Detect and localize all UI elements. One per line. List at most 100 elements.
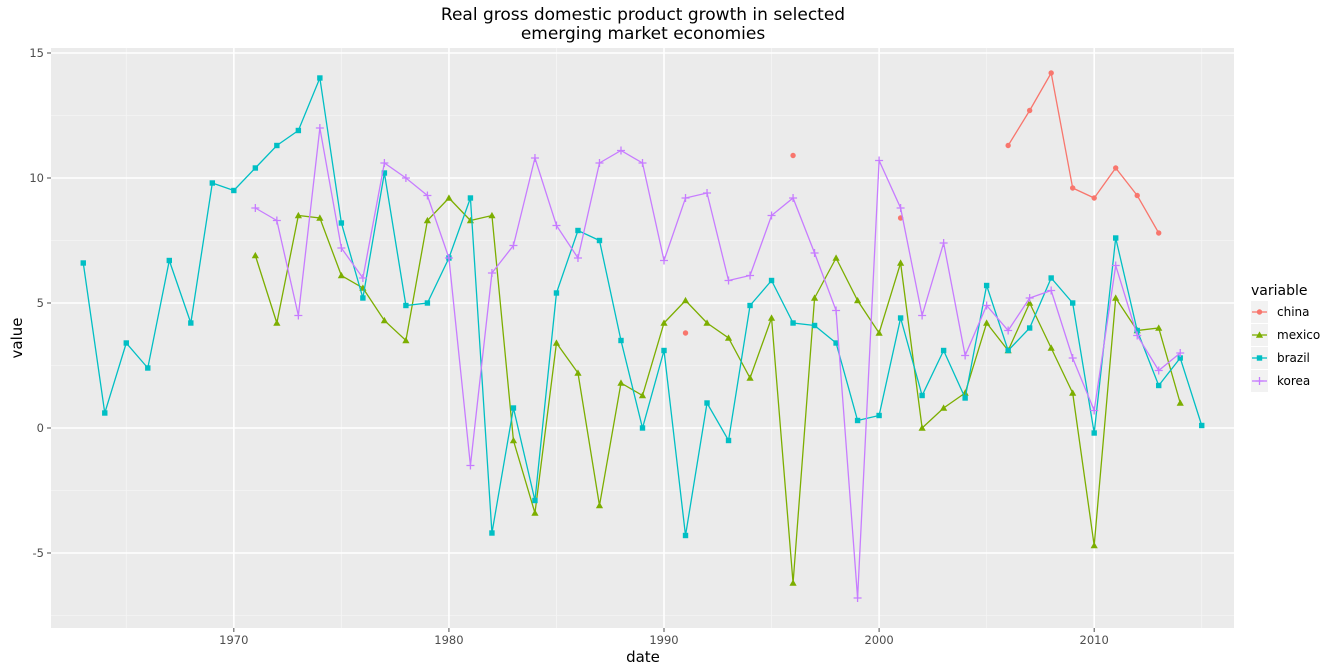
series-brazil	[80, 75, 1205, 539]
data-point-mexico	[273, 319, 281, 326]
data-point-brazil	[424, 300, 431, 306]
grid-minor	[51, 48, 1234, 628]
data-point-brazil	[145, 365, 151, 371]
plot-panel	[51, 48, 1234, 628]
data-point-brazil	[188, 320, 194, 326]
y-tick-label: 15	[29, 46, 44, 60]
data-point-korea	[337, 244, 346, 252]
data-point-mexico	[1090, 541, 1098, 549]
data-point-mexico	[445, 194, 453, 201]
data-point-brazil	[983, 282, 990, 289]
y-axis: -5 0 5 10 15	[29, 46, 51, 560]
data-point-brazil	[166, 257, 172, 264]
data-point-korea	[1111, 261, 1120, 270]
data-point-korea	[1004, 326, 1013, 335]
data-point-korea	[272, 216, 281, 225]
data-point-mexico	[983, 319, 991, 326]
chart-title-line2: emerging market economies	[521, 24, 766, 44]
data-point-mexico	[681, 296, 690, 304]
data-point-brazil	[704, 400, 710, 406]
data-point-korea	[573, 254, 582, 262]
data-point-brazil	[897, 315, 904, 321]
data-point-mexico	[402, 336, 410, 344]
data-point-korea	[487, 269, 496, 277]
data-point-mexico	[552, 339, 561, 346]
x-tick-label: 1970	[219, 633, 248, 647]
data-point-brazil	[1113, 235, 1119, 241]
data-point-mexico	[1112, 294, 1120, 301]
y-tick-label: -5	[33, 546, 44, 560]
data-point-china	[1091, 195, 1097, 201]
data-point-brazil	[295, 127, 302, 134]
legend-key-marker	[1256, 355, 1263, 361]
y-tick-label: 10	[29, 171, 44, 185]
data-point-korea	[401, 174, 410, 182]
data-point-mexico	[1026, 299, 1034, 306]
legend-item-korea: korea	[1251, 370, 1310, 392]
data-point-korea	[530, 154, 539, 162]
data-point-brazil	[747, 302, 753, 309]
data-point-mexico	[638, 391, 647, 399]
y-axis-title: value	[8, 318, 26, 359]
data-point-china	[1069, 185, 1076, 191]
data-point-china	[682, 330, 689, 336]
data-point-korea	[1133, 331, 1142, 340]
data-point-korea	[1025, 294, 1034, 302]
legend-key-marker	[1255, 331, 1264, 338]
data-point-korea	[810, 249, 819, 257]
data-point-korea	[853, 594, 862, 602]
data-point-mexico	[897, 259, 905, 266]
data-point-brazil	[962, 395, 968, 401]
data-point-korea	[638, 159, 647, 167]
series-line-korea	[255, 127, 1181, 599]
data-point-brazil	[252, 165, 259, 171]
data-point-china	[1005, 142, 1011, 149]
data-point-china	[1113, 165, 1119, 171]
data-point-mexico	[423, 216, 432, 224]
data-point-korea	[1068, 354, 1077, 362]
x-tick-label: 1980	[434, 633, 463, 647]
series-china	[682, 70, 1162, 336]
series-korea	[251, 124, 1185, 602]
data-point-brazil	[919, 392, 925, 399]
data-point-korea	[466, 461, 475, 470]
data-point-mexico	[1069, 389, 1077, 396]
data-point-korea	[681, 194, 690, 202]
data-point-mexico	[810, 294, 819, 301]
data-point-brazil	[360, 295, 366, 301]
data-point-brazil	[575, 227, 581, 234]
data-point-brazil	[1134, 327, 1140, 334]
data-point-mexico	[337, 271, 345, 279]
data-point-brazil	[1177, 355, 1183, 361]
data-point-brazil	[510, 405, 517, 411]
chart-title-line1: Real gross domestic product growth in se…	[441, 5, 845, 25]
data-point-mexico	[1155, 324, 1163, 331]
data-point-brazil	[940, 347, 947, 354]
data-point-mexico	[531, 509, 539, 516]
data-point-korea	[423, 191, 432, 200]
data-point-mexico	[875, 329, 883, 336]
data-point-korea	[552, 221, 561, 230]
data-point-brazil	[123, 340, 129, 346]
data-point-mexico	[316, 214, 324, 221]
data-point-korea	[380, 159, 389, 167]
data-point-brazil	[876, 412, 882, 419]
data-point-korea	[660, 256, 669, 265]
data-point-brazil	[833, 340, 839, 346]
data-point-korea	[358, 274, 367, 282]
x-axis-title: date	[626, 648, 660, 666]
data-point-mexico	[617, 379, 625, 386]
data-point-korea	[1090, 406, 1099, 415]
data-point-mexico	[1176, 399, 1184, 406]
data-point-mexico	[940, 404, 948, 411]
data-point-brazil	[209, 180, 216, 186]
legend-label: brazil	[1277, 351, 1310, 365]
x-tick-label: 1990	[649, 633, 678, 647]
data-point-mexico	[724, 334, 733, 341]
data-point-brazil	[618, 337, 624, 344]
data-point-korea	[703, 189, 712, 197]
data-point-china	[1156, 230, 1162, 236]
legend-label: korea	[1277, 374, 1310, 388]
data-point-brazil	[1199, 422, 1205, 429]
legend: variable china mexico brazil korea	[1251, 283, 1320, 392]
